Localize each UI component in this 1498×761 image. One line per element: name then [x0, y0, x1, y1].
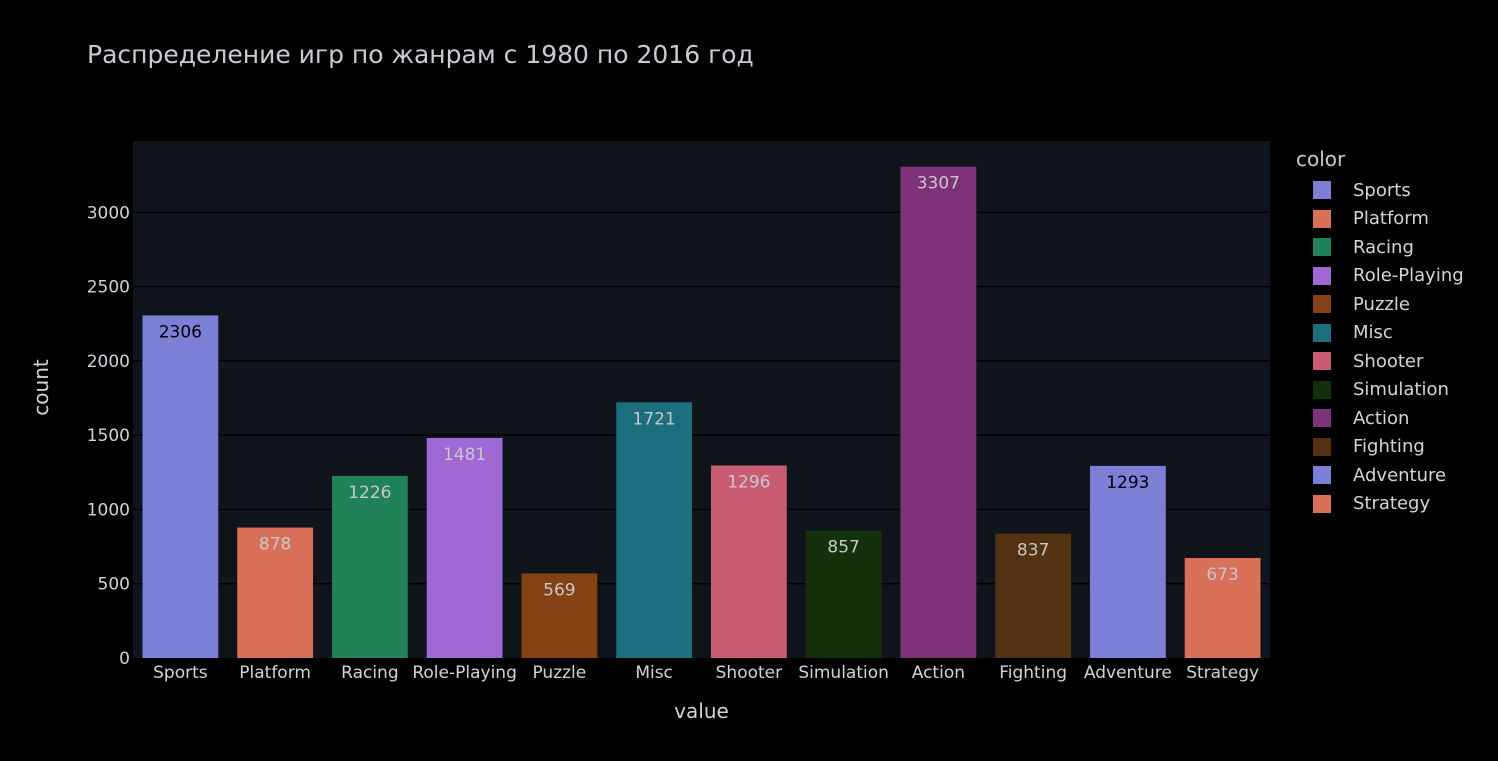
bar-racing: [331, 475, 408, 658]
bar-role-playing: [426, 437, 503, 658]
legend-label: Sports: [1353, 179, 1411, 201]
x-tick-label: Puzzle: [532, 663, 586, 683]
legend-label: Simulation: [1353, 379, 1449, 400]
legend-label: Strategy: [1353, 493, 1431, 514]
chart-title: Распределение игр по жанрам с 1980 по 20…: [87, 40, 754, 69]
legend-item-simulation[interactable]: Simulation: [1313, 376, 1449, 404]
legend-item-platform[interactable]: Platform: [1313, 205, 1429, 233]
bar-value-label: 878: [259, 535, 291, 555]
x-tick-label: Fighting: [999, 663, 1067, 683]
legend-item-strategy[interactable]: Strategy: [1313, 490, 1430, 518]
x-tick-label: Misc: [635, 663, 673, 683]
legend-swatch: [1313, 266, 1331, 285]
bar-value-label: 837: [1017, 541, 1049, 561]
bar-adventure: [1089, 465, 1166, 658]
legend-item-misc[interactable]: Misc: [1313, 319, 1393, 347]
bar-value-label: 2306: [159, 322, 202, 342]
x-tick-label: Simulation: [798, 663, 889, 683]
y-tick-label: 500: [98, 575, 130, 595]
legend-item-action[interactable]: Action: [1313, 404, 1409, 432]
legend-label: Shooter: [1353, 350, 1424, 372]
legend-item-sports[interactable]: Sports: [1313, 176, 1411, 204]
bar-shooter: [710, 465, 787, 658]
x-tick-label: Strategy: [1186, 663, 1259, 683]
bar-value-label: 1721: [632, 409, 675, 429]
y-axis-label: count: [29, 359, 53, 416]
x-tick-label: Role-Playing: [412, 663, 517, 683]
legend-item-shooter[interactable]: Shooter: [1313, 347, 1423, 375]
legend-label: Puzzle: [1353, 293, 1410, 315]
bar-sports: [142, 315, 219, 658]
bar-fighting: [995, 533, 1072, 658]
x-tick-label: Racing: [341, 663, 399, 683]
legend-swatch: [1313, 380, 1331, 399]
legend-swatch: [1313, 494, 1331, 513]
x-tick-label: Shooter: [716, 663, 782, 683]
x-axis-label: value: [674, 699, 729, 723]
y-tick-label: 0: [119, 649, 130, 669]
legend-title: color: [1296, 147, 1346, 171]
legend-item-adventure[interactable]: Adventure: [1313, 461, 1446, 489]
legend-item-role-playing[interactable]: Role-Playing: [1313, 262, 1464, 290]
bar-value-label: 673: [1206, 565, 1238, 585]
bar-value-label: 1226: [348, 483, 391, 503]
legend-swatch: [1313, 466, 1331, 484]
legend-label: Racing: [1353, 236, 1414, 258]
bar-value-label: 1481: [443, 445, 486, 465]
legend-swatch: [1313, 352, 1331, 370]
y-tick-label: 2500: [87, 278, 130, 298]
y-tick-label: 1500: [87, 426, 130, 446]
legend-swatch: [1313, 209, 1331, 228]
bar-value-label: 857: [827, 538, 859, 558]
bar-simulation: [805, 530, 882, 658]
x-tick-label: Platform: [239, 663, 311, 683]
legend-swatch: [1313, 181, 1331, 199]
legend-swatch: [1313, 295, 1331, 313]
legend-item-racing[interactable]: Racing: [1313, 233, 1414, 261]
legend-item-fighting[interactable]: Fighting: [1313, 433, 1425, 461]
bar-value-label: 569: [543, 580, 575, 600]
x-tick-label: Adventure: [1084, 663, 1172, 683]
bar-value-label: 1293: [1106, 473, 1149, 493]
legend-swatch: [1313, 238, 1331, 256]
legend-swatch: [1313, 437, 1331, 456]
legend-label: Fighting: [1353, 436, 1425, 457]
bar-action: [900, 166, 977, 659]
legend-label: Misc: [1353, 322, 1393, 343]
x-tick-label: Sports: [153, 663, 208, 683]
y-tick-label: 1000: [87, 500, 130, 520]
legend-swatch: [1313, 323, 1331, 342]
y-tick-label: 2000: [87, 352, 130, 372]
legend-label: Adventure: [1353, 464, 1447, 486]
bar-platform: [237, 527, 314, 658]
legend-item-puzzle[interactable]: Puzzle: [1313, 290, 1410, 318]
y-tick-label: 3000: [87, 203, 130, 223]
bar-misc: [616, 402, 693, 658]
plot-area: [133, 141, 1270, 658]
legend-label: Platform: [1353, 208, 1429, 229]
legend-swatch: [1313, 409, 1331, 427]
bar-strategy: [1184, 558, 1261, 658]
bar-puzzle: [521, 573, 598, 658]
bar-value-label: 1296: [727, 472, 770, 492]
legend-label: Role-Playing: [1353, 265, 1464, 286]
bar-value-label: 3307: [917, 174, 960, 194]
legend-label: Action: [1353, 407, 1410, 429]
x-tick-label: Action: [912, 663, 965, 683]
